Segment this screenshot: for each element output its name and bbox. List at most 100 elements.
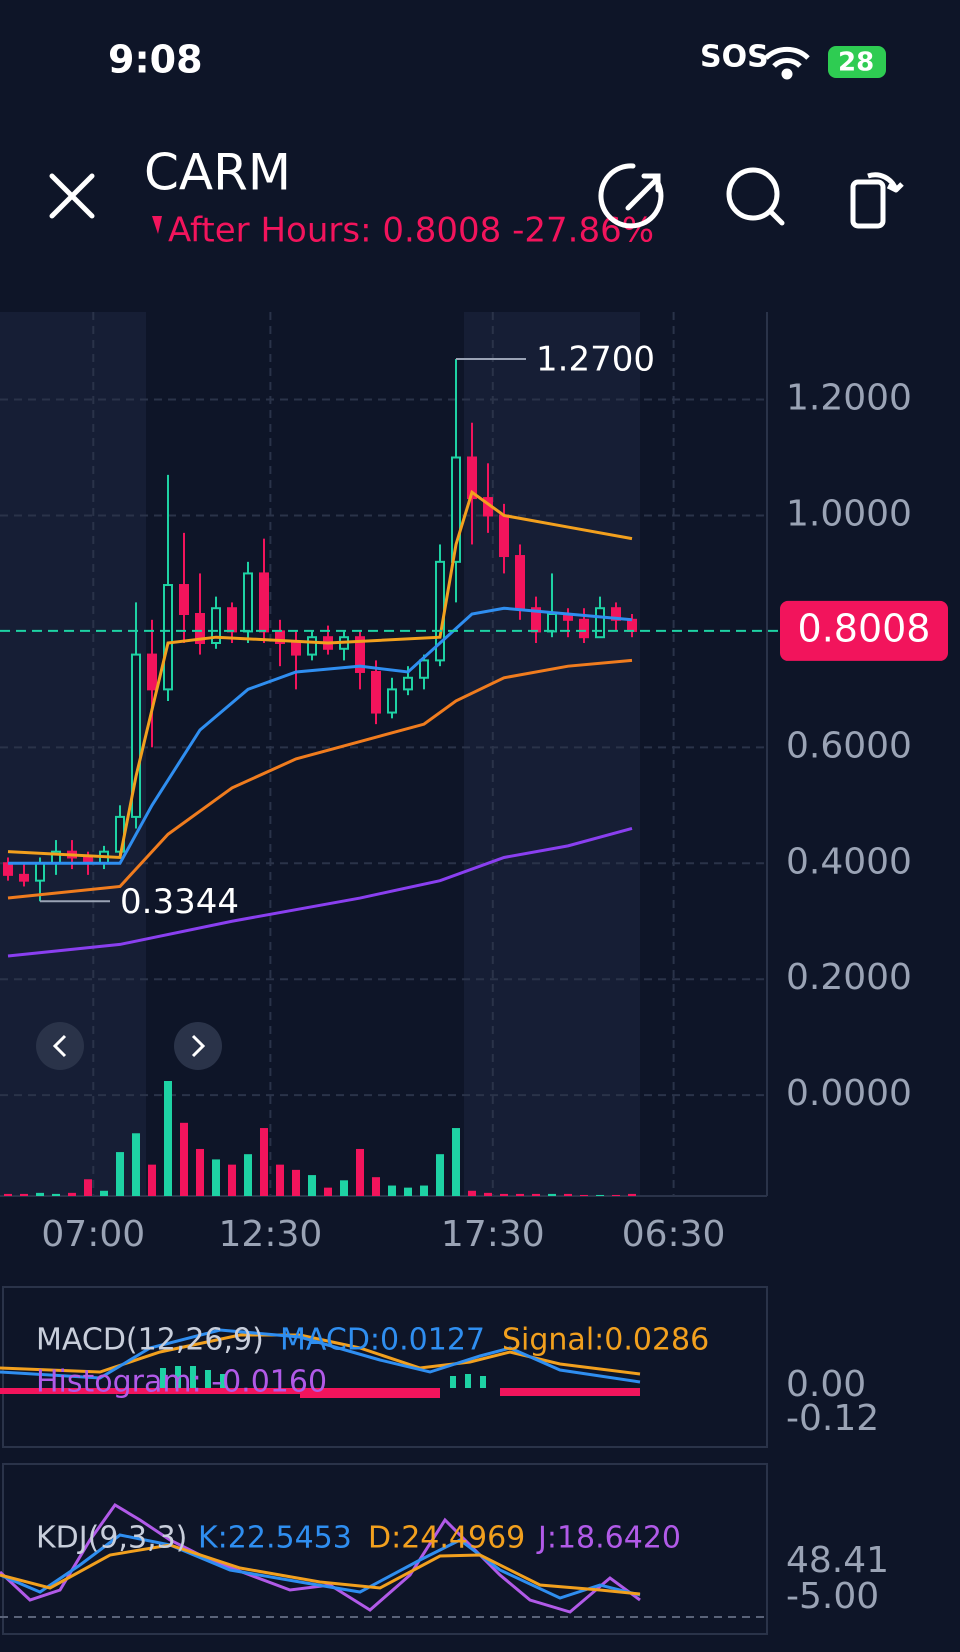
volume-bar: [180, 1122, 188, 1196]
kdj-axis-label: -5.00: [786, 1576, 879, 1617]
volume-bar: [420, 1185, 428, 1196]
macd-axis-label: 0.00: [786, 1364, 866, 1405]
candle-body: [227, 607, 237, 633]
volume-bar: [228, 1164, 236, 1196]
volume-bar: [404, 1187, 412, 1196]
volume-bar: [260, 1128, 268, 1196]
candle-body: [179, 584, 189, 616]
candle-body: [147, 653, 157, 691]
signal-value: Signal:0.0286: [502, 1323, 709, 1358]
candle-body: [403, 676, 413, 691]
symbol: CARM: [144, 144, 291, 202]
volume-bar: [628, 1193, 636, 1196]
candle-body: [355, 636, 365, 673]
after-hours: After Hours: 0.8008 -27.86%: [168, 211, 654, 251]
macd-axis-label: -0.12: [786, 1398, 879, 1439]
volume-bar: [164, 1081, 172, 1196]
y-tick-label: 0.4000: [786, 841, 912, 882]
candle-body: [243, 572, 253, 633]
share-button[interactable]: [598, 163, 664, 229]
candle-body: [451, 456, 461, 563]
y-tick-label: 1.0000: [786, 493, 912, 534]
volume-bar: [244, 1154, 252, 1196]
x-tick-label: 06:30: [622, 1214, 726, 1255]
volume-bar: [36, 1192, 44, 1196]
y-tick-label: 0.0000: [786, 1073, 912, 1114]
ma-line: [7, 489, 633, 860]
scroll-left[interactable]: [36, 1022, 84, 1070]
ma-line: [7, 827, 633, 958]
volume-bar: [452, 1128, 460, 1196]
k-value: K:22.5453: [198, 1521, 352, 1556]
wifi-icon: [764, 46, 810, 80]
volume-bar: [84, 1179, 92, 1196]
ma-line: [7, 658, 633, 900]
x-tick-label: 07:00: [41, 1214, 145, 1255]
candle-body: [131, 653, 141, 818]
price-chart: 0.0000 0.2000 0.4000 0.6000 1.0000 1.2000 07:0…: [0, 312, 948, 1255]
volume-bar: [580, 1194, 588, 1196]
d-value: D:24.4969: [368, 1521, 525, 1556]
high-label: 1.2700: [536, 339, 655, 379]
rotate-button[interactable]: [850, 172, 904, 229]
candle-body: [595, 607, 605, 639]
candle-body: [547, 613, 557, 633]
volume-bar: [388, 1185, 396, 1196]
volume-bar: [356, 1148, 364, 1196]
candle-body: [387, 688, 397, 714]
kdj-title: KDJ(9,3,3): [36, 1521, 187, 1556]
j-value: J:18.6420: [536, 1521, 681, 1556]
volume-bar: [100, 1190, 108, 1196]
y-tick-label: 0.6000: [786, 725, 912, 766]
volume-bar: [116, 1152, 124, 1196]
macd-value: MACD:0.0127: [280, 1323, 485, 1358]
candle-body: [499, 514, 509, 558]
close-button[interactable]: [49, 173, 95, 219]
down-arrow: [152, 216, 162, 234]
volume-bar: [20, 1193, 28, 1196]
volume-bar: [612, 1194, 620, 1196]
price-tag: [780, 600, 948, 661]
candle-body: [3, 862, 13, 876]
volume-bar: [212, 1159, 220, 1196]
price-tag-label: 0.8008: [798, 606, 931, 650]
volume-bar: [292, 1169, 300, 1196]
volume-bar: [52, 1193, 60, 1196]
volume-bar: [340, 1180, 348, 1196]
volume-bar: [468, 1190, 476, 1196]
volume-bar: [516, 1193, 524, 1196]
candle-body: [291, 641, 301, 656]
candle-body: [35, 862, 45, 882]
macd-lines: [0, 1328, 641, 1398]
candle-body: [419, 659, 429, 679]
volume-bar: [4, 1193, 12, 1196]
y-tick-label: 1.2000: [786, 378, 912, 419]
carrier: SOS: [700, 40, 769, 75]
x-tick-label: 12:30: [219, 1214, 323, 1255]
candle-body: [195, 613, 205, 644]
volume-bar: [148, 1164, 156, 1196]
candle-body: [259, 572, 269, 633]
volume-bar: [372, 1177, 380, 1196]
volume-bar: [324, 1187, 332, 1196]
candle-body: [467, 456, 477, 500]
battery-level: 28: [838, 48, 874, 78]
kdj-lines: [0, 1503, 641, 1614]
ma-line: [8, 606, 633, 865]
kdj-panel: [2, 1463, 768, 1635]
volume-bar: [308, 1175, 316, 1196]
x-tick-label: 17:30: [441, 1214, 545, 1255]
candle-body: [515, 555, 525, 610]
kdj-axis-label: 48.41: [786, 1540, 889, 1581]
candle-body: [627, 618, 637, 632]
volume-bar: [500, 1193, 508, 1196]
volume-bar: [68, 1192, 76, 1196]
y-tick-label: 0.2000: [786, 957, 912, 998]
scroll-right[interactable]: [174, 1022, 222, 1070]
search-button[interactable]: [726, 167, 785, 226]
volume-bar: [276, 1164, 284, 1196]
candle-body: [307, 636, 317, 656]
volume-bar: [564, 1193, 572, 1196]
histogram-value: Histogram: -0.0160: [36, 1365, 327, 1400]
